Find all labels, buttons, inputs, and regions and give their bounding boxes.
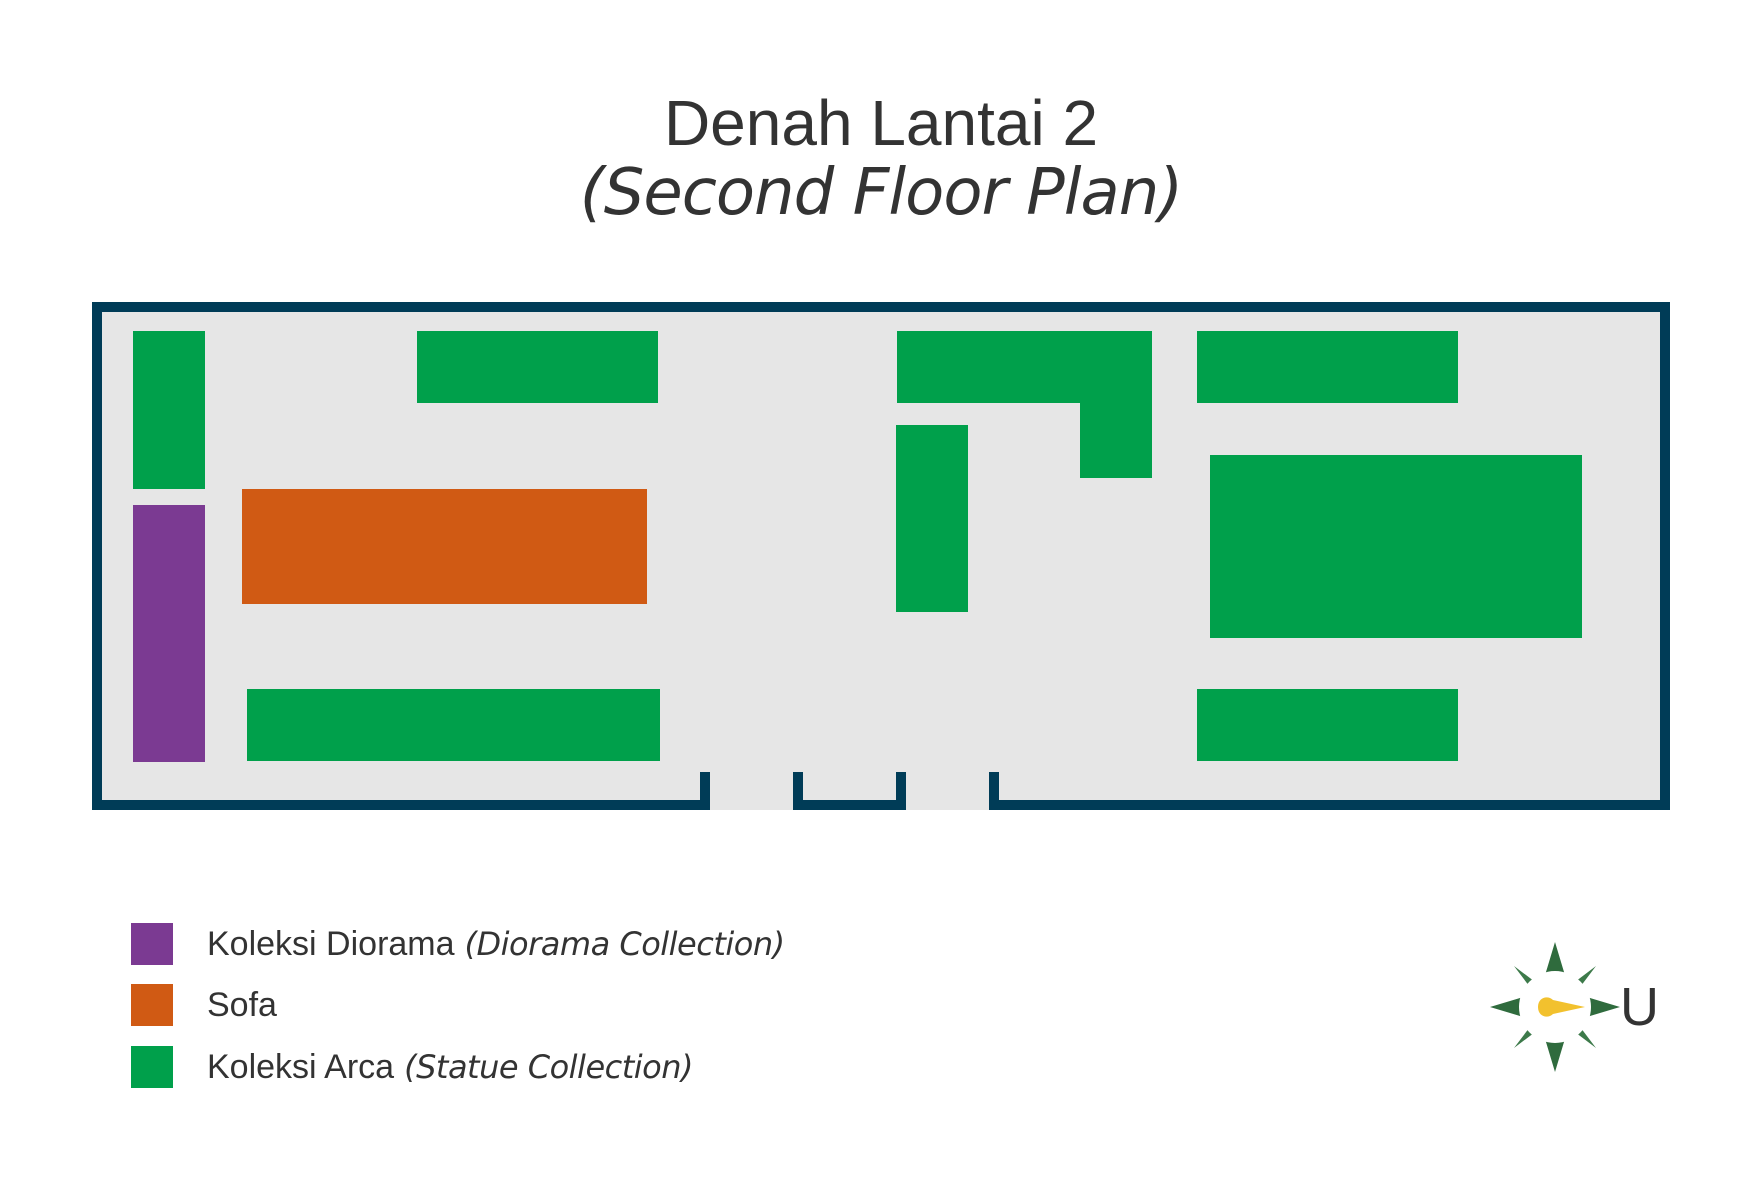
sofa-area — [242, 489, 647, 604]
door-jamb-4 — [989, 772, 999, 808]
legend-swatch-sofa — [131, 984, 173, 1026]
door-jamb-3 — [896, 772, 906, 808]
legend-label: Koleksi Arca — [207, 1047, 395, 1086]
legend-label: Koleksi Diorama — [207, 924, 455, 963]
statue-collection-area — [1080, 331, 1152, 478]
wall-bottom-middle — [793, 800, 906, 810]
door-jamb-2 — [793, 772, 803, 808]
statue-collection-area — [1197, 331, 1458, 403]
compass-icon — [1490, 942, 1620, 1072]
statue-collection-area — [896, 425, 968, 612]
door-jamb-1 — [700, 772, 710, 808]
statue-collection-area — [247, 689, 660, 761]
legend-item-sofa: Sofa — [131, 984, 277, 1026]
compass-needle — [1538, 997, 1585, 1017]
wall-bottom-right — [989, 800, 1670, 810]
wall-bottom-left — [92, 800, 710, 810]
legend-item-diorama: Koleksi Diorama (Diorama Collection) — [131, 923, 785, 965]
legend-swatch-statue — [131, 1046, 173, 1088]
legend-translation: (Diorama Collection) — [464, 925, 786, 963]
map-subtitle: (Second Floor Plan) — [579, 156, 1184, 230]
legend-item-statue: Koleksi Arca (Statue Collection) — [131, 1046, 693, 1088]
diorama-collection-area — [133, 505, 205, 762]
statue-collection-area — [133, 331, 205, 489]
wall-right — [1660, 302, 1670, 810]
legend-label: Sofa — [207, 985, 277, 1024]
legend-translation: (Statue Collection) — [404, 1048, 693, 1086]
legend-swatch-diorama — [131, 923, 173, 965]
wall-left — [92, 302, 102, 810]
statue-collection-area — [417, 331, 658, 403]
statue-collection-area — [1197, 689, 1458, 761]
compass-north-letter: U — [1620, 977, 1659, 1037]
wall-top — [92, 302, 1670, 312]
map-title: Denah Lantai 2 — [663, 87, 1099, 159]
statue-collection-area — [1210, 455, 1582, 638]
